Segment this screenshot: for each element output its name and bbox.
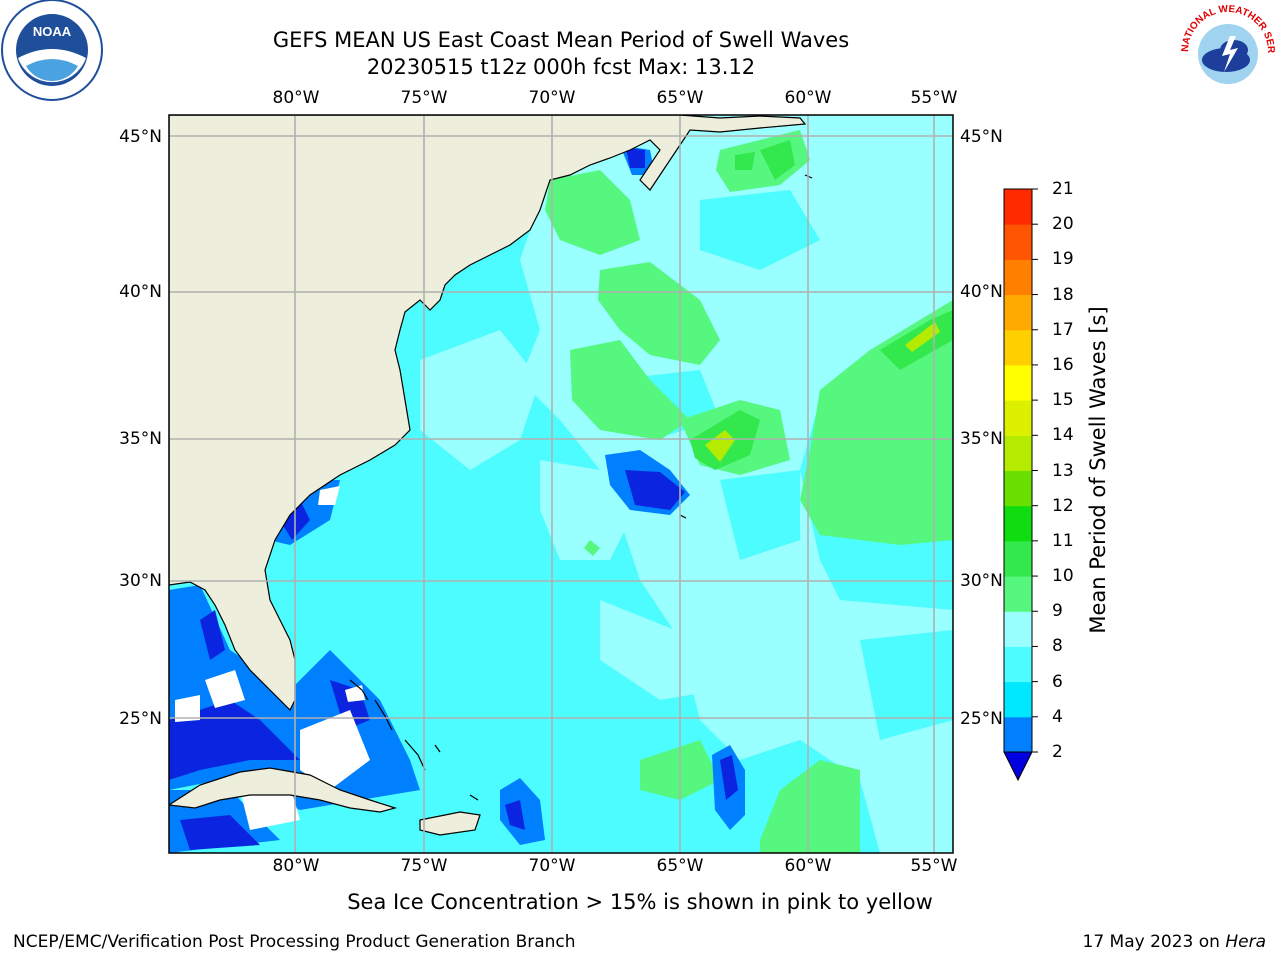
lon-label-top: 80°W [272, 88, 320, 108]
period-2-4-regions [169, 148, 738, 850]
colorbar-tick-label: 18 [1052, 284, 1074, 305]
colorbar-tick-label: 17 [1052, 319, 1074, 340]
chart-subtitle: 20230515 t12z 000h fcst Max: 13.12 [366, 55, 756, 79]
colorbar-tick-label: 20 [1052, 214, 1074, 235]
footer-machine: Hera [1225, 932, 1266, 952]
lon-label-bottom: 80°W [272, 856, 320, 876]
sea-ice-note: Sea Ice Concentration > 15% is shown in … [0, 890, 1280, 914]
graticule [169, 115, 953, 853]
lat-label-left: 30°N [119, 571, 162, 591]
colorbar-tick-label: 6 [1052, 671, 1063, 692]
colorbar-tick-label: 11 [1052, 530, 1074, 551]
lat-label-left: 45°N [119, 127, 162, 147]
period-12-13-regions [705, 322, 940, 462]
colorbar-tick-label: 2 [1052, 742, 1063, 762]
lon-label-top: 60°W [784, 88, 832, 108]
noaa-logo: NOAA [1, 0, 103, 101]
colorbar-tick-label: 10 [1052, 566, 1074, 587]
lon-label-bottom: 55°W [910, 856, 958, 876]
land-north-america [169, 115, 807, 712]
map-frame [168, 114, 954, 854]
lat-label-right: 45°N [960, 127, 1003, 147]
colorbar-tick-label: 21 [1052, 179, 1074, 199]
colorbar-tick-label: 14 [1052, 425, 1074, 446]
lon-label-bottom: 75°W [400, 856, 448, 876]
lon-label-top: 65°W [656, 88, 704, 108]
footer-credit: NCEP/EMC/Verification Post Processing Pr… [13, 932, 576, 952]
lon-label-bottom: 60°W [784, 856, 832, 876]
colorbar-tick-label: 15 [1052, 390, 1074, 411]
colorbar-tick-label: 8 [1052, 636, 1063, 657]
lon-label-top: 75°W [400, 88, 448, 108]
lat-label-left: 25°N [119, 709, 162, 729]
noaa-logo-text: NOAA [33, 24, 72, 39]
sea-ice-note-text: Sea Ice Concentration > 15% is shown in … [347, 890, 933, 914]
lon-label-bottom: 70°W [528, 856, 576, 876]
land-hispaniola [419, 811, 481, 836]
lon-label-top: 70°W [528, 88, 576, 108]
colorbar-tick-label: 4 [1052, 706, 1063, 727]
lat-label-left: 35°N [119, 429, 162, 449]
lon-label-bottom: 65°W [656, 856, 704, 876]
footer-date: 17 May 2023 on Hera [1083, 932, 1267, 952]
lat-label-right: 40°N [960, 282, 1003, 302]
colorbar-label: Mean Period of Swell Waves [s] [1086, 306, 1110, 634]
lon-label-top: 55°W [910, 88, 958, 108]
colorbar-tick-label: 19 [1052, 249, 1074, 270]
lat-label-right: 30°N [960, 571, 1003, 591]
lat-label-left: 40°N [119, 282, 162, 302]
colorbar-tick-label: 16 [1052, 354, 1074, 375]
undefined-data-patches [175, 486, 370, 830]
small-islands [349, 174, 813, 801]
footer-date-text: 17 May 2023 on [1082, 932, 1226, 952]
chart-title: GEFS MEAN US East Coast Mean Period of S… [272, 28, 850, 52]
colorbar-tick-label: 13 [1052, 460, 1074, 481]
lat-label-right: 25°N [960, 709, 1003, 729]
colorbar-tick-label: 12 [1052, 495, 1074, 516]
lat-label-right: 35°N [960, 429, 1003, 449]
colorbar-tick-label: 9 [1052, 601, 1063, 622]
nws-logo: NATIONAL WEATHER SERVICE [1176, 0, 1277, 101]
land-cuba [169, 767, 398, 813]
